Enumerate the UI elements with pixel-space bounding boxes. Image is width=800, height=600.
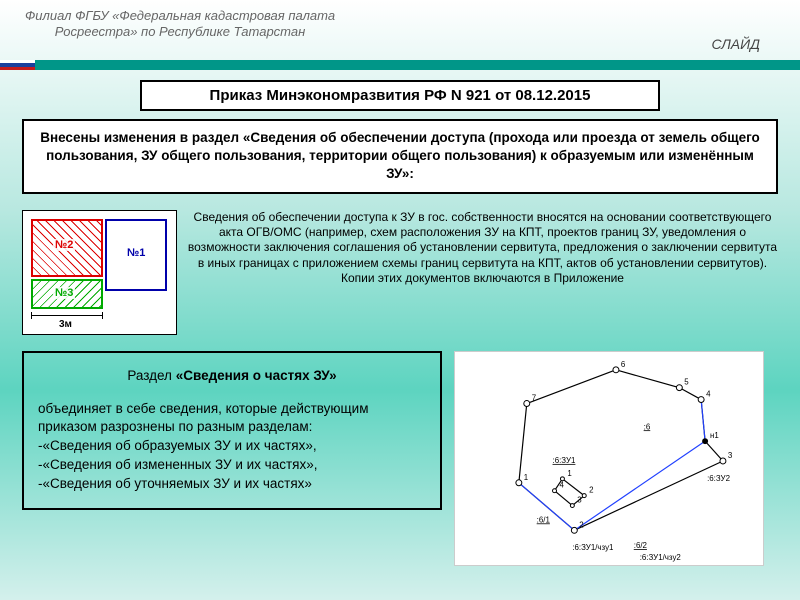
dim-label: 3м <box>59 319 72 330</box>
svg-text:7: 7 <box>532 393 536 402</box>
parcel-2-label: №2 <box>53 239 75 251</box>
bottom-row: Раздел «Сведения о частях ЗУ» объединяет… <box>0 335 800 566</box>
section-intro: объединяет в себе сведения, которые дейс… <box>38 400 426 438</box>
svg-text:4: 4 <box>559 480 564 489</box>
svg-text::6:ЗУ2: :6:ЗУ2 <box>707 473 730 482</box>
section-heading: Раздел «Сведения о частях ЗУ» <box>38 367 426 386</box>
heading-prefix: Раздел <box>127 368 175 383</box>
svg-text:1: 1 <box>524 472 529 481</box>
svg-text:1: 1 <box>567 468 572 477</box>
section-box: Раздел «Сведения о частях ЗУ» объединяет… <box>22 351 442 510</box>
decor-ribbon <box>0 60 800 70</box>
svg-text::6:ЗУ1/чзу2: :6:ЗУ1/чзу2 <box>640 553 681 562</box>
svg-text::6/2: :6/2 <box>634 541 647 550</box>
svg-text:5: 5 <box>684 377 689 386</box>
parcel-scheme: №2 №1 №3 3м <box>22 210 177 335</box>
flag-stripe <box>0 60 35 70</box>
svg-text:6: 6 <box>621 360 626 369</box>
mid-text: Сведения об обеспечении доступа к ЗУ в г… <box>187 210 778 287</box>
svg-text::6: :6 <box>644 422 651 431</box>
org-name: Филиал ФГБУ «Федеральная кадастровая пал… <box>20 8 340 41</box>
heading-bold: «Сведения о частях ЗУ» <box>176 368 337 383</box>
section-item-2: -«Сведения об уточняемых ЗУ и их частях» <box>38 475 426 494</box>
mid-row: №2 №1 №3 3м Сведения об обеспечении дост… <box>0 204 800 335</box>
section-item-1: -«Сведения об измененных ЗУ и их частях»… <box>38 456 426 475</box>
parcel-1-label: №1 <box>125 247 147 259</box>
svg-text:2: 2 <box>579 520 583 529</box>
svg-text::6/1: :6/1 <box>537 515 551 524</box>
svg-text:2: 2 <box>589 485 593 494</box>
svg-text:4: 4 <box>706 389 711 398</box>
changes-box: Внесены изменения в раздел «Сведения об … <box>22 119 778 194</box>
svg-text::6:ЗУ1: :6:ЗУ1 <box>553 456 576 465</box>
svg-text:н1: н1 <box>710 431 719 440</box>
svg-text:3: 3 <box>728 451 733 460</box>
parcel-3-label: №3 <box>53 287 75 299</box>
geo-scheme: 1234567н11234:6:6:ЗУ1:6:ЗУ2:6/1:6:ЗУ1/чз… <box>454 351 764 566</box>
order-title: Приказ Минэкономразвития РФ N 921 от 08.… <box>140 80 660 111</box>
section-item-0: -«Сведения об образуемых ЗУ и их частях»… <box>38 437 426 456</box>
svg-text::6:ЗУ1/чзу1: :6:ЗУ1/чзу1 <box>572 543 614 552</box>
slide-number-label: СЛАЙД <box>712 36 760 52</box>
dim-line <box>31 315 103 316</box>
svg-text:3: 3 <box>577 495 582 504</box>
header: Филиал ФГБУ «Федеральная кадастровая пал… <box>0 0 800 60</box>
